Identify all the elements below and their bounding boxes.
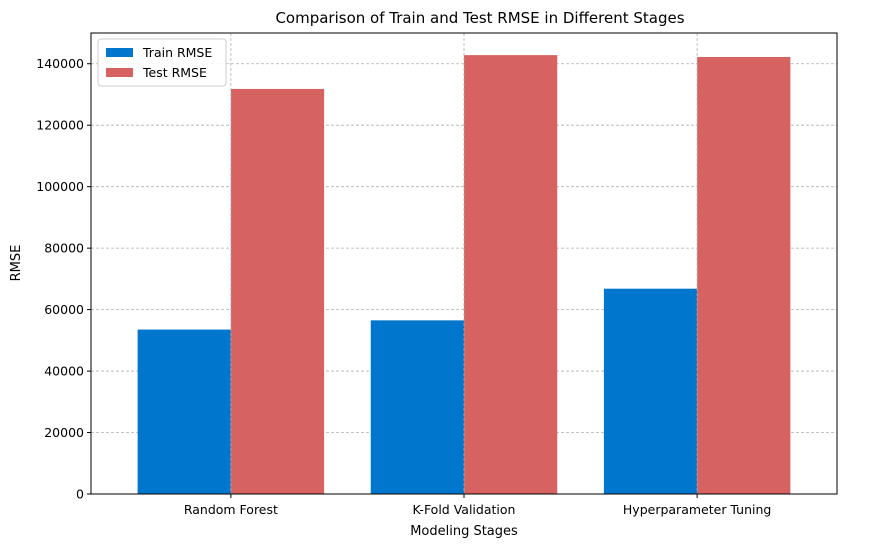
legend-label: Test RMSE (142, 65, 207, 80)
legend-swatch (106, 68, 133, 77)
y-axis: 0 20000 40000 60000 80000 100000 120000 140000 (36, 56, 91, 502)
grid-lines-overlay (230, 33, 698, 494)
y-tick-label: 80000 (44, 241, 84, 256)
bar-test-2 (697, 56, 791, 495)
y-tick-label: 140000 (36, 56, 84, 71)
bar-train-0 (137, 329, 231, 494)
y-tick-label: 100000 (36, 179, 84, 194)
bar-test-0 (230, 88, 325, 495)
y-tick-label: 40000 (44, 364, 84, 379)
y-tick-label: 120000 (36, 118, 84, 133)
legend-label: Train RMSE (142, 45, 212, 60)
legend-swatch (106, 48, 133, 57)
bar-train-1 (370, 320, 464, 494)
x-tick-label: Hyperparameter Tuning (623, 502, 771, 517)
y-tick-label: 60000 (44, 302, 84, 317)
x-tick-label: K-Fold Validation (413, 502, 516, 517)
x-axis-label: Modeling Stages (410, 524, 518, 539)
y-tick-label: 20000 (44, 425, 84, 440)
bar-train-2 (603, 288, 698, 494)
x-tick-label: Random Forest (184, 502, 278, 517)
x-axis: Random Forest K-Fold Validation Hyperparam… (184, 494, 771, 517)
bar-test-1 (464, 55, 558, 495)
bars (137, 55, 791, 495)
chart-title: Comparison of Train and Test RMSE in Dif… (275, 9, 684, 27)
y-axis-label: RMSE (9, 245, 24, 282)
legend: Train RMSE Test RMSE (97, 38, 227, 87)
y-tick-label: 0 (76, 487, 84, 502)
